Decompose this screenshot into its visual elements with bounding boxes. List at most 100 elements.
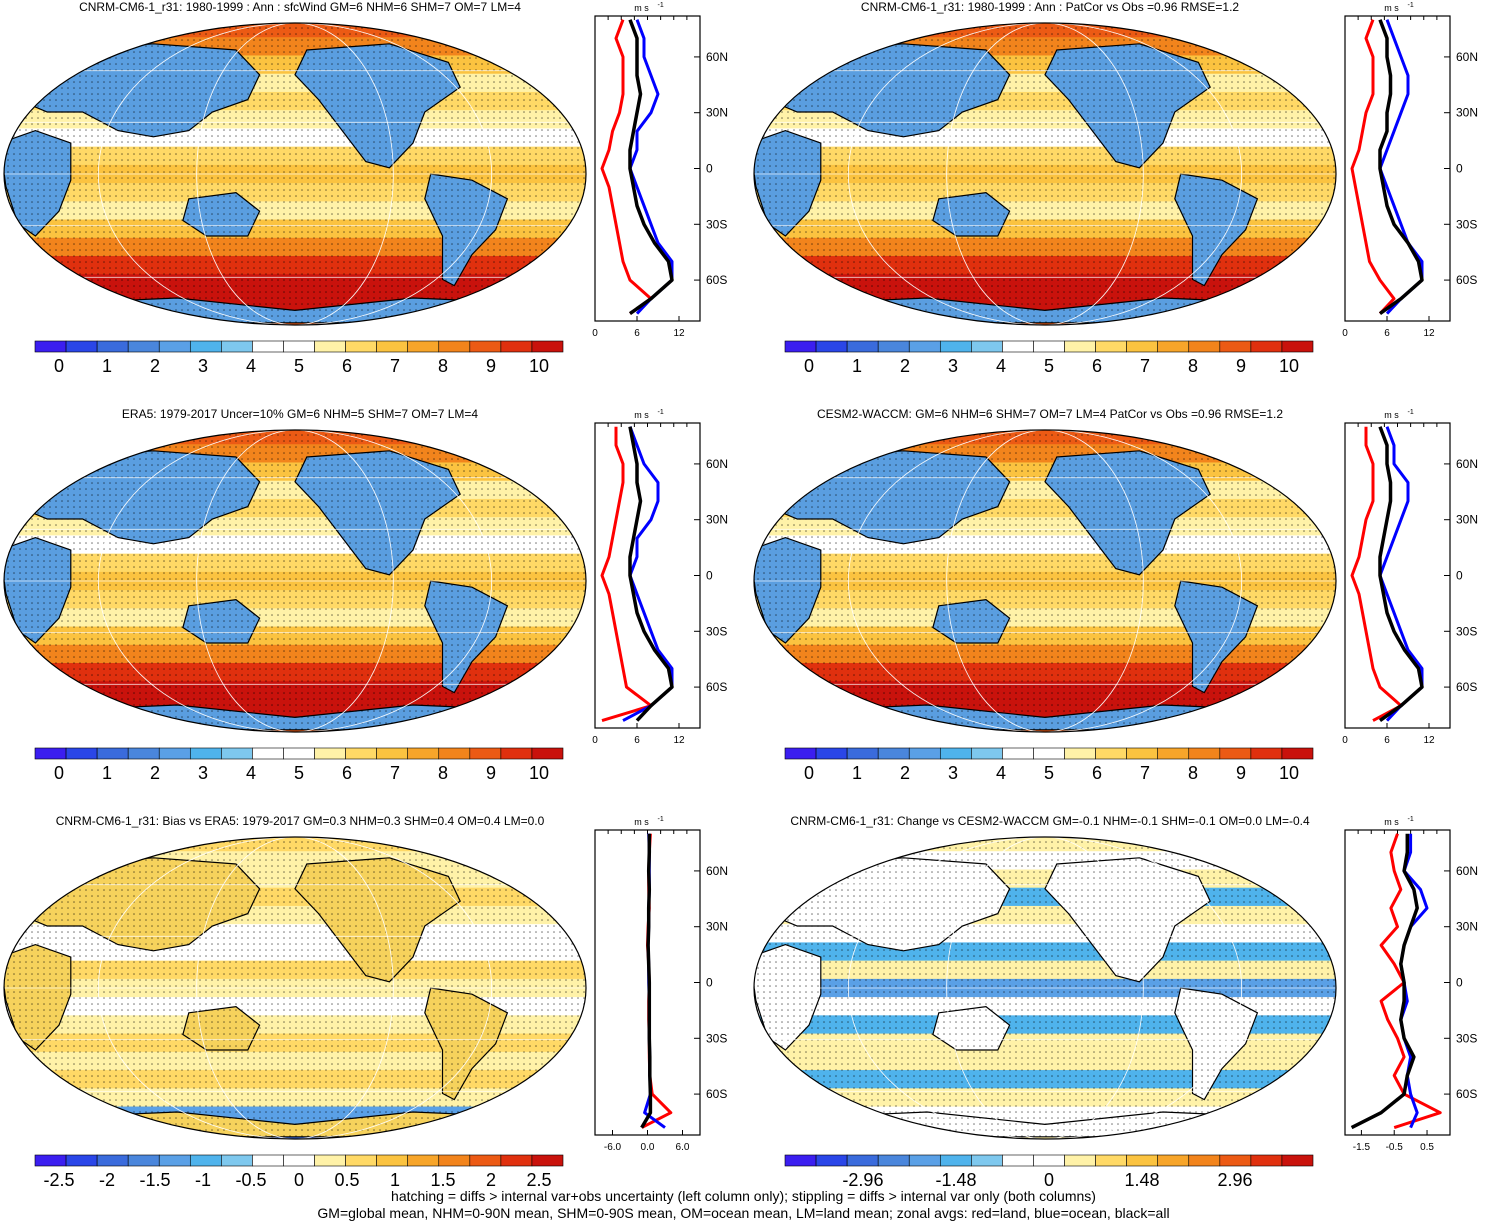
colorbar-swatch — [1095, 1154, 1127, 1167]
colorbar-tick-label: 8 — [1188, 356, 1198, 376]
footer-note-1: hatching = diffs > internal var+obs unce… — [391, 1188, 1096, 1204]
colorbar-tick-label: -1.5 — [139, 1170, 170, 1190]
map-border — [753, 429, 1337, 733]
profile-unit-exponent: -1 — [1408, 816, 1414, 823]
profile-line-all — [1378, 426, 1424, 723]
stippling — [754, 23, 1336, 325]
world-map — [753, 836, 1337, 1140]
colorbar-tick-label: 2 — [150, 763, 160, 783]
profile-line-ocean — [1378, 19, 1424, 315]
map-field — [4, 430, 586, 732]
panel-era5: ERA5: 1979-2017 Uncer=10% GM=6 NHM=5 SHM… — [0, 407, 728, 802]
stippling — [4, 23, 586, 325]
profile-line-all — [1378, 19, 1424, 316]
zonal-profile: m s -1 60N 30N 0 30S 60S 0 6 12 — [1342, 409, 1478, 746]
profile-x-label: 0 — [1342, 735, 1348, 746]
colorbar-swatch — [407, 1154, 440, 1167]
colorbar-tick-label: 10 — [529, 356, 549, 376]
colorbar-swatch — [846, 747, 879, 760]
colorbar-tick-label: 1 — [852, 763, 862, 783]
colorbar-tick-label: 0 — [804, 356, 814, 376]
colorbar-tick-label: 1 — [390, 1170, 400, 1190]
panel-title: CESM2-WACCM: GM=6 NHM=6 SHM=7 OM=7 LM=4 … — [816, 407, 1284, 421]
colorbar-swatch — [846, 1154, 879, 1167]
colorbar-tick-label: 0.5 — [334, 1170, 359, 1190]
profile-x-label: 6 — [634, 735, 640, 746]
colorbar-tick-label: 7 — [1140, 763, 1150, 783]
colorbar-swatch — [1064, 1154, 1096, 1167]
colorbar-tick-label: 3 — [948, 356, 958, 376]
colorbar-tick-label: 6 — [1092, 763, 1102, 783]
colorbar-swatch — [1281, 340, 1314, 353]
colorbar-swatch — [189, 1154, 222, 1167]
colorbar-swatch — [407, 340, 440, 353]
longitude-line — [97, 430, 493, 732]
colorbar-swatch — [815, 340, 848, 353]
colorbar-swatch — [815, 1154, 848, 1167]
colorbar-swatch — [846, 340, 879, 353]
colorbar-tick-label: 8 — [438, 763, 448, 783]
colorbar-swatch — [1126, 747, 1159, 760]
colorbar-tick-label: 10 — [529, 763, 549, 783]
colorbar-swatch — [1095, 340, 1127, 353]
colorbar-swatch — [221, 1154, 253, 1167]
colorbar-tick-label: 10 — [1279, 763, 1299, 783]
colorbar-tick-label: 2.5 — [526, 1170, 551, 1190]
profile-line-land — [600, 426, 653, 723]
panel-title: ERA5: 1979-2017 Uncer=10% GM=6 NHM=5 SHM… — [121, 407, 479, 421]
profile-lat-label: 30N — [1456, 106, 1478, 120]
longitude-line — [847, 23, 1243, 325]
profile-unit: m s — [1384, 3, 1399, 13]
colorbar-swatch — [531, 340, 564, 353]
profile-lat-label: 30S — [706, 1031, 727, 1045]
colorbar-swatch — [127, 1154, 160, 1167]
colorbar-swatch — [252, 747, 284, 760]
colorbar-swatch — [939, 1154, 972, 1167]
colorbar-swatch — [1033, 747, 1065, 760]
colorbar-swatch — [877, 747, 910, 760]
longitude-line — [97, 23, 493, 325]
profile-line-all — [628, 426, 674, 722]
colorbar-swatch — [34, 747, 67, 760]
colorbar-tick-label: 9 — [486, 763, 496, 783]
profile-lat-label: 60N — [1456, 864, 1478, 878]
colorbar-tick-label: 6 — [342, 356, 352, 376]
map-field — [4, 23, 586, 325]
profile-unit-exponent: -1 — [658, 409, 664, 416]
colorbar-swatch — [1219, 340, 1252, 353]
profile-lat-label: 0 — [706, 569, 713, 583]
map-border — [753, 836, 1337, 1140]
colorbar-swatch — [158, 747, 191, 760]
colorbar-swatch — [1002, 747, 1034, 760]
panel-change-vs-cesm2: CNRM-CM6-1_r31: Change vs CESM2-WACCM GM… — [750, 814, 1478, 1209]
colorbar-swatch — [1002, 340, 1034, 353]
panel-mean-cnrm: CNRM-CM6-1_r31: 1980-1999 : Ann : sfcWin… — [0, 0, 728, 395]
colorbar-tick-label: 0 — [294, 1170, 304, 1190]
profile-x-label: 12 — [673, 328, 685, 339]
colorbar-swatch — [1126, 340, 1159, 353]
longitude-line — [946, 430, 1144, 732]
profile-x-label: 12 — [1423, 328, 1435, 339]
profile-lat-label: 0 — [706, 976, 713, 990]
footer-note-2: GM=global mean, NHM=0-90N mean, SHM=0-90… — [317, 1205, 1170, 1221]
profile-x-label: 0.5 — [1420, 1142, 1434, 1153]
colorbar-tick-label: 7 — [390, 356, 400, 376]
profile-x-label: 0 — [592, 735, 598, 746]
longitude-line — [847, 430, 1243, 732]
colorbar-swatch — [438, 747, 471, 760]
profile-x-label: -1.5 — [1353, 1142, 1371, 1153]
colorbar-swatch — [1033, 1154, 1065, 1167]
colorbar-swatch — [1188, 340, 1221, 353]
colorbar-tick-label: 6 — [1092, 356, 1102, 376]
profile-line-ocean — [1378, 426, 1424, 722]
profile-unit: m s — [1384, 410, 1399, 420]
colorbar-swatch — [971, 1154, 1003, 1167]
map-field — [754, 430, 1336, 732]
colorbar: -2.5 -2 -1.5 -1 -0.5 0 0.5 1 1.5 2 2.5 — [34, 1154, 564, 1190]
colorbar-swatch — [1095, 747, 1127, 760]
panel-title: CNRM-CM6-1_r31: 1980-1999 : Ann : sfcWin… — [79, 0, 521, 14]
profile-x-label: 6 — [1384, 735, 1390, 746]
colorbar-tick-label: 1.5 — [430, 1170, 455, 1190]
colorbar-tick-label: 3 — [198, 763, 208, 783]
profile-lat-label: 60N — [706, 864, 728, 878]
